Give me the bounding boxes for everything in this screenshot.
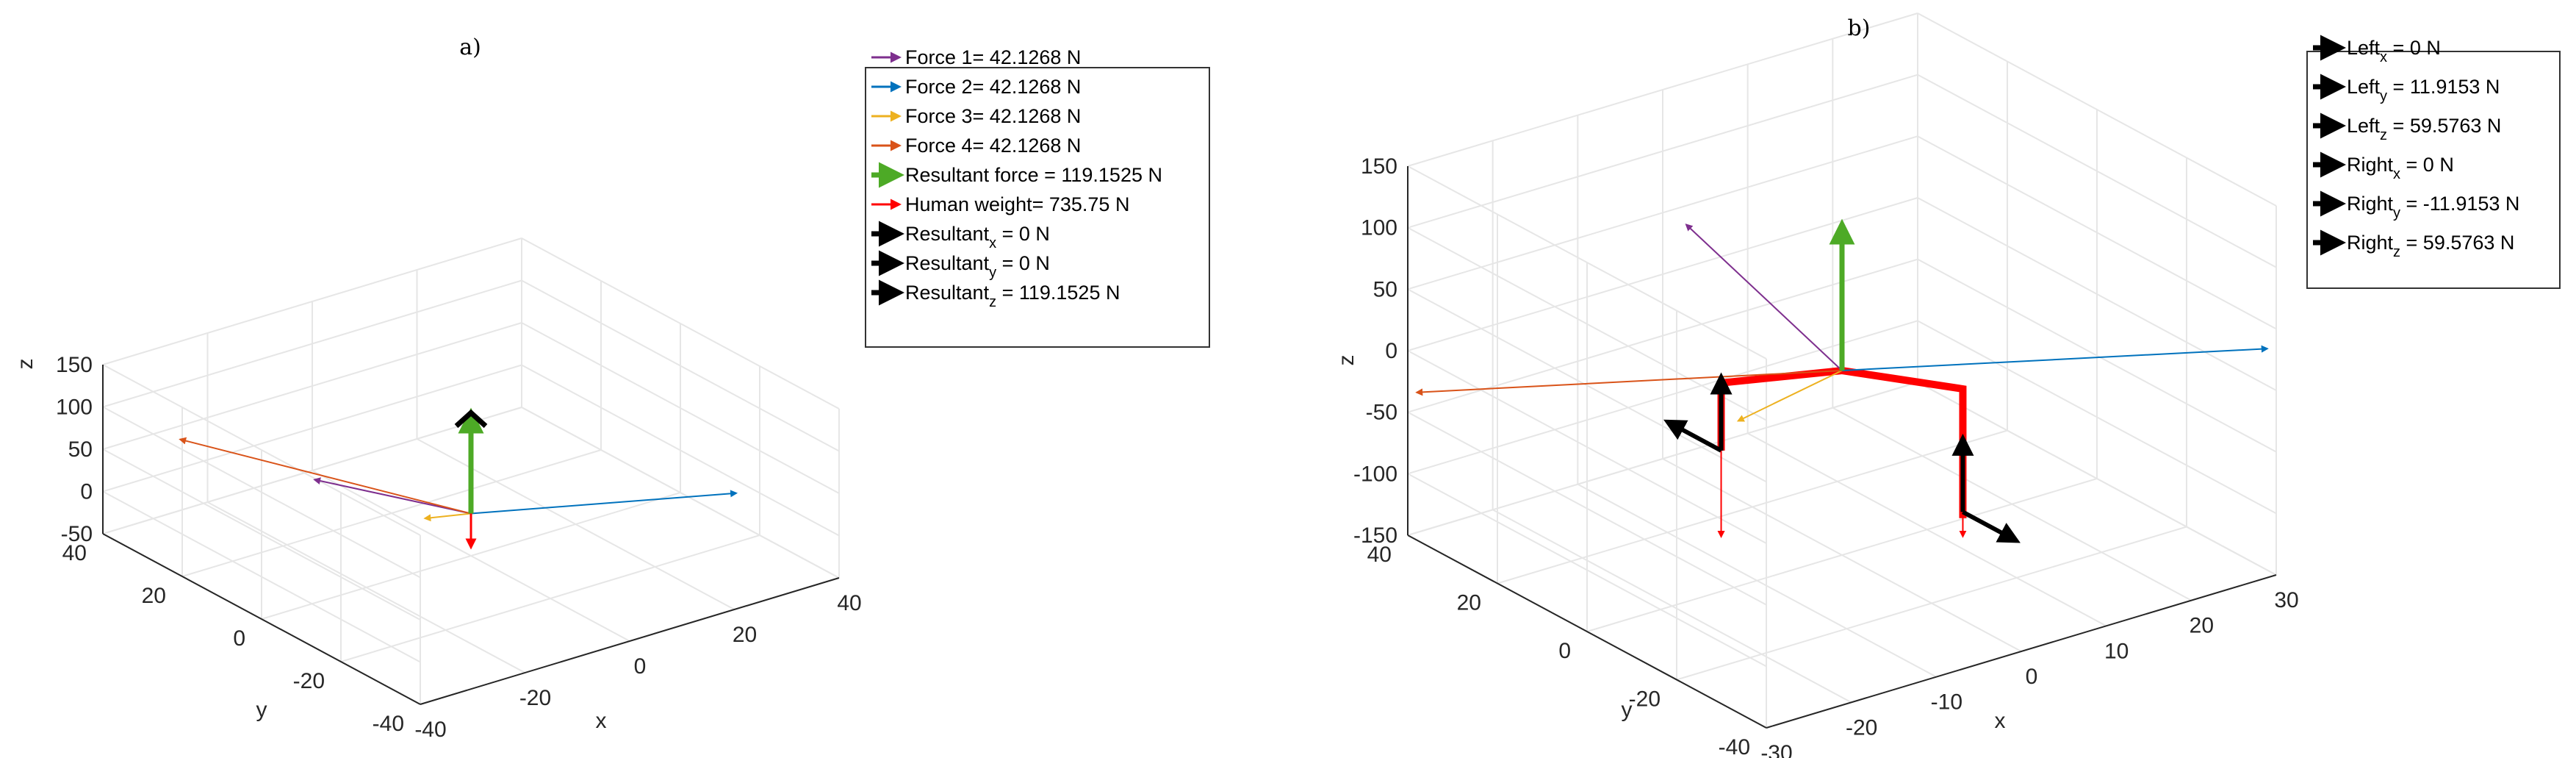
z-axis-label: z — [13, 359, 37, 370]
x-tick-label: -30 — [1760, 741, 1792, 758]
y-axis-label: y — [256, 698, 267, 722]
x-tick-label: -20 — [1846, 715, 1877, 740]
axis-lines — [102, 365, 840, 705]
vectors — [179, 407, 738, 550]
x-tick-label: 20 — [2190, 614, 2214, 638]
vector-resultant-z — [454, 409, 488, 429]
x-axis-label: x — [596, 709, 607, 733]
legend-entry: Human weight= 735.75 N — [905, 193, 1129, 215]
z-tick-label: 50 — [1373, 277, 1397, 301]
y-tick-label: -40 — [1719, 735, 1750, 758]
z-tick-label: -150 — [1353, 523, 1397, 548]
y-tick-label: -20 — [293, 669, 325, 693]
legend-entry: Resultantz = 119.1525 N — [905, 282, 1120, 310]
y-axis-label: y — [1622, 698, 1633, 722]
x-tick-label: 40 — [837, 591, 861, 615]
vector-arrow — [1962, 509, 2021, 543]
legend-entry: Leftz = 59.5763 N — [2347, 115, 2501, 143]
y-tick-label: 0 — [1558, 639, 1571, 663]
vector-arrow — [470, 490, 738, 515]
x-tick-label: 30 — [2274, 588, 2298, 612]
legend-entry: Force 3= 42.1268 N — [905, 105, 1081, 127]
chart-title: a) — [459, 35, 481, 60]
z-axis-label: z — [1334, 355, 1359, 366]
z-tick-label: 50 — [68, 437, 93, 462]
vector-arrow — [1736, 370, 1843, 422]
z-tick-label: -50 — [1366, 401, 1397, 425]
legend-entry: Righty = -11.9153 N — [2347, 193, 2519, 221]
vector-arrow — [1841, 345, 2269, 371]
legend-entry: Force 2= 42.1268 N — [905, 76, 1081, 98]
legend: Force 1= 42.1268 N Force 2= 42.1268 N Forc… — [865, 46, 1210, 348]
vector-arrow — [1415, 370, 1843, 396]
vectors — [1415, 218, 2269, 543]
x-tick-label: 10 — [2104, 639, 2129, 663]
y-tick-label: 20 — [142, 584, 166, 608]
chart-title: b) — [1848, 15, 1871, 41]
x-tick-label: 20 — [733, 623, 757, 647]
legend-entry: Rightx = 0 N — [2347, 154, 2454, 182]
vector-arrow — [1663, 419, 1722, 453]
x-tick-label: 0 — [2026, 665, 2038, 689]
x-tick-label: 0 — [634, 654, 647, 679]
vector-arrow — [1685, 224, 1843, 371]
legend-entry: Rightz = 59.5763 N — [2347, 232, 2514, 260]
z-tick-label: -100 — [1353, 462, 1397, 486]
x-tick-label: -10 — [1931, 690, 1962, 715]
chart-panel-b: -30-20-100102030-40-2002040-150-100-5005… — [1334, 12, 2561, 758]
legend-entry: Resultant force = 119.1525 N — [905, 164, 1162, 186]
y-tick-label: 40 — [62, 541, 87, 565]
legend-entry: Lefty = 11.9153 N — [2347, 76, 2500, 104]
x-tick-label: -40 — [414, 718, 446, 742]
y-tick-label: 20 — [1457, 591, 1481, 615]
axis-lines — [1407, 166, 2277, 729]
y-tick-label: -40 — [373, 712, 404, 736]
y-tick-label: 40 — [1367, 543, 1392, 567]
legend-entry: Leftx = 0 N — [2347, 37, 2441, 65]
z-tick-label: 0 — [80, 480, 93, 504]
legend-entry: Force 1= 42.1268 N — [905, 46, 1081, 68]
legend: Leftx = 0 N Lefty = 11.9153 N Leftz = 59.5… — [2306, 35, 2561, 289]
z-tick-label: 150 — [56, 353, 93, 377]
z-tick-label: -50 — [61, 522, 93, 546]
z-tick-label: 100 — [56, 396, 93, 420]
z-tick-label: 100 — [1361, 216, 1397, 240]
x-tick-label: -20 — [519, 686, 551, 710]
y-tick-label: 0 — [233, 626, 245, 651]
x-axis-label: x — [1995, 709, 2006, 733]
z-tick-label: 150 — [1361, 154, 1397, 179]
vector-arrow — [313, 477, 472, 515]
z-tick-label: 0 — [1385, 339, 1397, 363]
body-frame — [1717, 366, 1967, 518]
y-tick-label: -20 — [1629, 687, 1661, 712]
legend-entry: Resultantx = 0 N — [905, 223, 1050, 251]
legend-entry: Resultanty = 0 N — [905, 252, 1050, 281]
legend-entry: Force 4= 42.1268 N — [905, 135, 1081, 157]
vector-arrow — [423, 512, 472, 522]
vector-arrow — [179, 437, 472, 515]
